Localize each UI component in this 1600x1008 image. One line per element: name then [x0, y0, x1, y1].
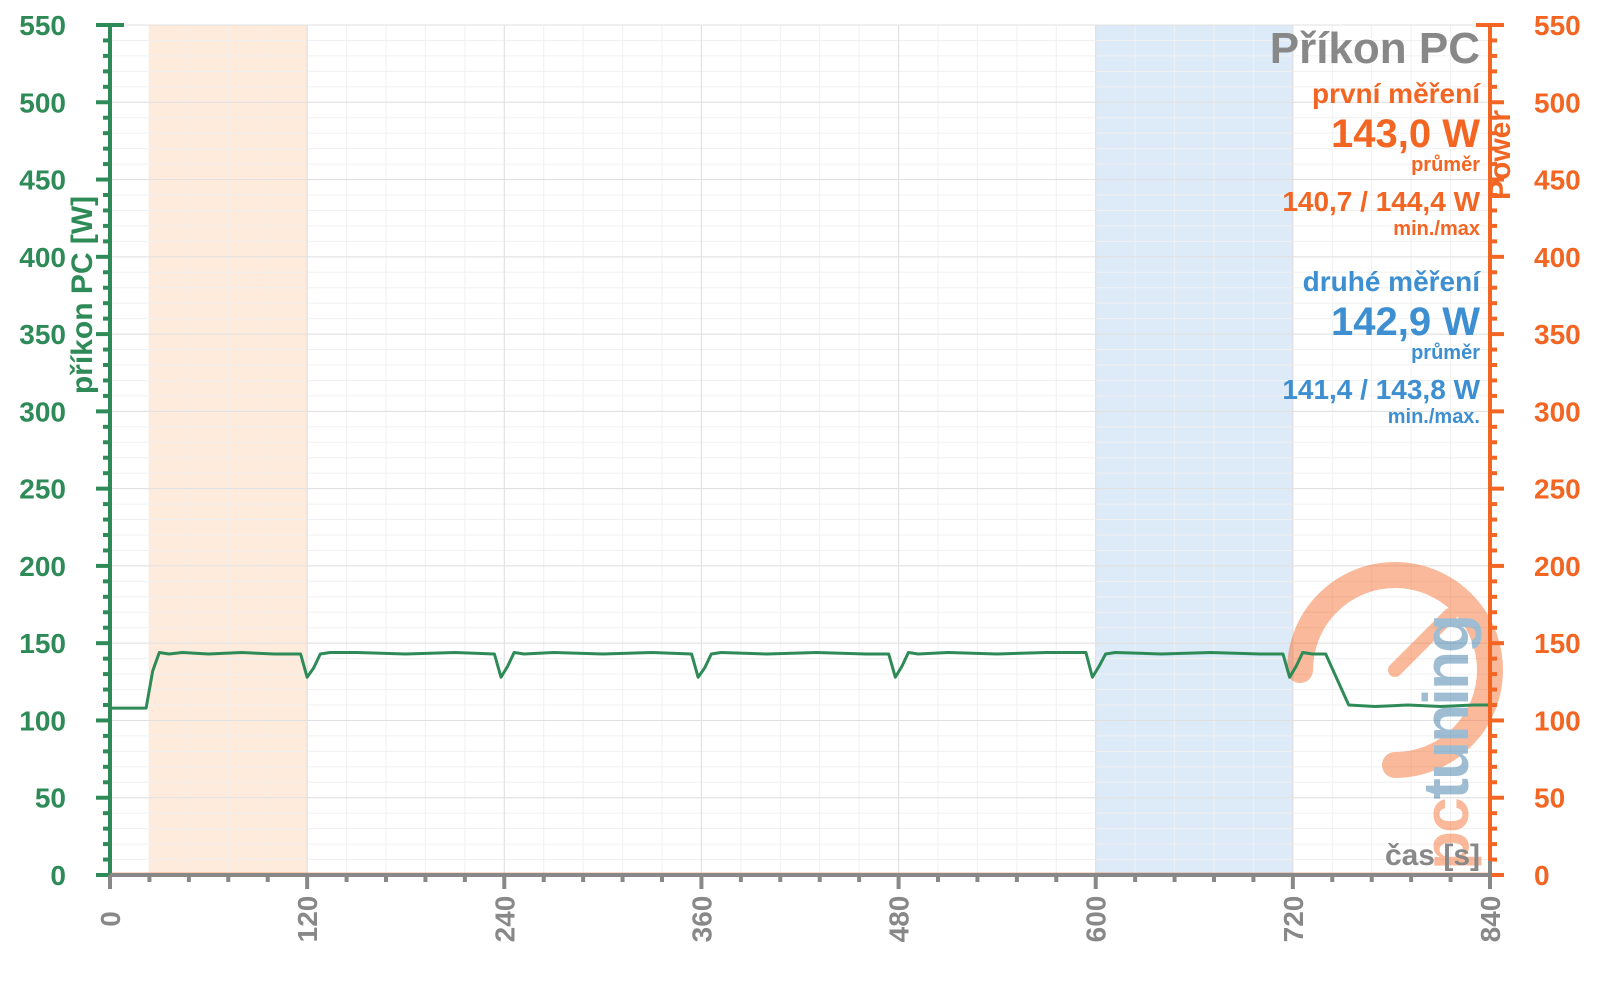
- x-tick-label: 840: [1475, 896, 1506, 943]
- x-tick-label: 360: [686, 896, 717, 943]
- y-right-tick-label: 0: [1534, 860, 1550, 891]
- x-tick-label: 480: [884, 896, 915, 943]
- y-left-tick-label: 350: [19, 319, 66, 350]
- y-right-tick-label: 50: [1534, 783, 1565, 814]
- y-right-tick-label: 250: [1534, 474, 1581, 505]
- x-tick-label: 240: [489, 896, 520, 943]
- y-right-axis-label: Power: [1484, 110, 1517, 200]
- y-right-tick-label: 400: [1534, 242, 1581, 273]
- y-left-tick-label: 500: [19, 87, 66, 118]
- y-left-tick-label: 550: [19, 10, 66, 41]
- anno-first-minmax: 140,7 / 144,4 W: [1282, 186, 1480, 217]
- anno-second-minmax-label: min./max.: [1388, 406, 1480, 428]
- y-left-tick-label: 300: [19, 396, 66, 427]
- y-left-tick-label: 50: [35, 783, 66, 814]
- anno-second-avg: 142,9 W: [1331, 300, 1480, 344]
- power-chart: pctuning05010015020025030035040045050055…: [0, 0, 1600, 1008]
- watermark-text: pctuning: [1410, 616, 1482, 870]
- y-left-tick-label: 200: [19, 551, 66, 582]
- anno-second-heading: druhé měření: [1303, 266, 1482, 297]
- chart-svg: pctuning05010015020025030035040045050055…: [0, 0, 1600, 1008]
- x-tick-label: 120: [292, 896, 323, 943]
- y-right-tick-label: 500: [1534, 87, 1581, 118]
- anno-first-avg-label: průměr: [1411, 154, 1480, 176]
- anno-second-avg-label: průměr: [1411, 342, 1480, 364]
- y-right-tick-label: 550: [1534, 10, 1581, 41]
- x-tick-label: 0: [95, 911, 126, 927]
- shaded-region-1: [1096, 25, 1293, 875]
- anno-first-avg: 143,0 W: [1331, 112, 1480, 156]
- x-tick-label: 600: [1081, 896, 1112, 943]
- y-left-tick-label: 0: [50, 860, 66, 891]
- x-axis-label: čas [s]: [1385, 839, 1480, 872]
- anno-first-heading: první měření: [1312, 78, 1481, 109]
- y-right-tick-label: 450: [1534, 165, 1581, 196]
- y-left-axis-label: příkon PC [W]: [66, 196, 99, 394]
- y-right-tick-label: 100: [1534, 705, 1581, 736]
- anno-first-minmax-label: min./max: [1393, 218, 1480, 240]
- y-left-tick-label: 450: [19, 165, 66, 196]
- y-left-tick-label: 100: [19, 705, 66, 736]
- anno-second-minmax: 141,4 / 143,8 W: [1282, 374, 1480, 405]
- y-right-tick-label: 200: [1534, 551, 1581, 582]
- y-right-tick-label: 150: [1534, 628, 1581, 659]
- x-tick-label: 720: [1278, 896, 1309, 943]
- y-right-tick-label: 300: [1534, 396, 1581, 427]
- y-left-tick-label: 250: [19, 474, 66, 505]
- y-right-tick-label: 350: [1534, 319, 1581, 350]
- y-left-tick-label: 150: [19, 628, 66, 659]
- y-left-tick-label: 400: [19, 242, 66, 273]
- chart-title: Příkon PC: [1270, 24, 1480, 73]
